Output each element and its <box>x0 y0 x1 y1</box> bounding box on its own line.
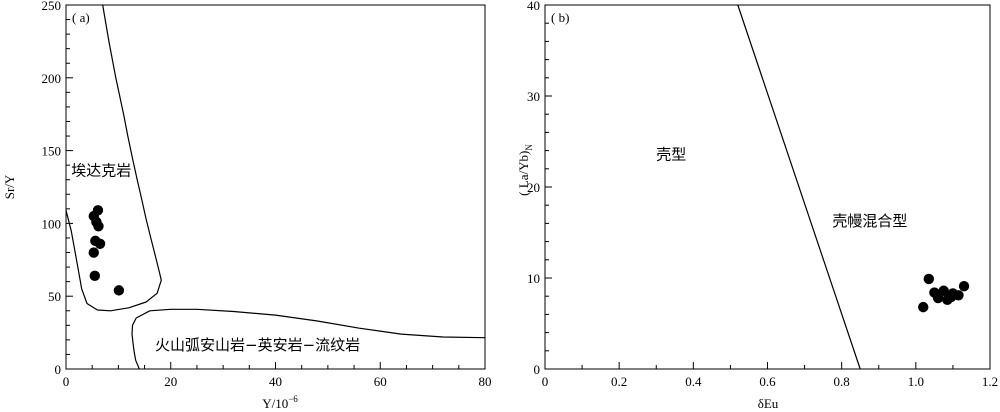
panel-a-frame <box>65 4 486 370</box>
panel-b-x-tick-label: 0.2 <box>611 374 627 389</box>
panel-a-data-point <box>94 238 106 249</box>
panel-a-field-label-2: 火山弧安山岩−英安岩−流纹岩 <box>155 336 360 354</box>
panel-a-boundary-line-2 <box>131 308 486 370</box>
panel-a-x-tick-label: 0 <box>63 374 70 389</box>
panel-b-x-tick-label: 1.2 <box>982 374 998 389</box>
panel-a-axes: 0 20 40 60 80 0 50 100 150 200 250 <box>42 0 492 389</box>
panel-a-x-axis-label: Y/10−6 <box>262 394 298 411</box>
panel-b-axes: 0 0.2 0.4 0.6 0.8 1.0 1.2 0 10 20 30 40 <box>527 0 998 389</box>
panel-a-x-tick-label: 80 <box>479 374 492 389</box>
panel-a-data-point <box>89 270 101 282</box>
panel-b-data-point <box>938 285 949 296</box>
panel-b-data-point <box>958 280 970 292</box>
panel-b-boundaries <box>737 4 861 370</box>
panel-b-y-tick-label: 40 <box>527 0 540 13</box>
panel-a-data-point <box>113 285 125 296</box>
panel-b-data-points <box>918 273 970 313</box>
panel-a-y-tick-label: 150 <box>42 144 62 159</box>
panel-a-x-tick-label: 60 <box>374 374 387 389</box>
panel-b-y-axis-label: ( La/Yb)N <box>516 144 534 196</box>
panel-b-x-tick-label: 0.8 <box>834 374 850 389</box>
panel-b-x-tick-label: 0 <box>542 374 549 389</box>
panel-b-y-tick-label: 0 <box>534 362 541 377</box>
panel-b-data-point <box>953 290 964 301</box>
panel-a-y-tick-label: 200 <box>42 71 62 86</box>
panel-a: ( a) 0 20 40 60 80 0 50 100 150 200 250 埃达克岩火山弧安山岩… <box>2 0 492 411</box>
panel-b-field-label-1: 壳型 <box>656 146 686 164</box>
panel-b-data-point <box>918 301 929 313</box>
panel-a-data-point <box>88 247 99 258</box>
panel-a-data-point <box>92 205 104 216</box>
panel-a-x-tick-label: 20 <box>164 374 177 389</box>
panel-b-x-tick-label: 1.0 <box>908 374 924 389</box>
panel-a-field-label-1: 埃达克岩 <box>71 161 131 179</box>
panel-b-frame <box>544 4 991 370</box>
panel-a-label: ( a) <box>72 10 90 25</box>
panel-a-y-tick-label: 250 <box>42 0 62 13</box>
panel-b-x-axis-label: δEu <box>758 396 779 411</box>
panel-a-boundary-line-1 <box>65 4 162 312</box>
panel-a-boundaries <box>65 4 486 370</box>
panel-b-field-label-2: 壳幔混合型 <box>832 212 907 230</box>
panel-b-data-point <box>923 273 935 285</box>
panel-b-data-point <box>932 292 944 304</box>
panel-a-data-point <box>93 221 104 232</box>
panel-b-y-tick-label: 30 <box>527 89 540 104</box>
panel-a-y-tick-label: 0 <box>55 362 62 377</box>
panel-a-y-axis-label: Sr/Y <box>2 174 17 199</box>
panel-b-boundary-line-1 <box>737 4 861 370</box>
panel-b-x-tick-label: 0.4 <box>685 374 702 389</box>
panel-a-x-tick-label: 40 <box>269 374 282 389</box>
panel-a-data-points <box>88 205 125 296</box>
panel-b-y-tick-label: 10 <box>527 271 540 286</box>
panel-b-label: ( b) <box>551 10 569 25</box>
panel-b-x-tick-label: 0.6 <box>759 374 776 389</box>
panel-a-y-tick-label: 100 <box>42 216 62 231</box>
panel-a-y-tick-label: 50 <box>48 289 61 304</box>
panel-b-y-tick-label: 20 <box>527 180 540 195</box>
panel-b: ( b) 0 0.2 0.4 0.6 0.8 1.0 1.2 0 10 20 30 40 壳型壳幔混合… <box>516 0 998 411</box>
